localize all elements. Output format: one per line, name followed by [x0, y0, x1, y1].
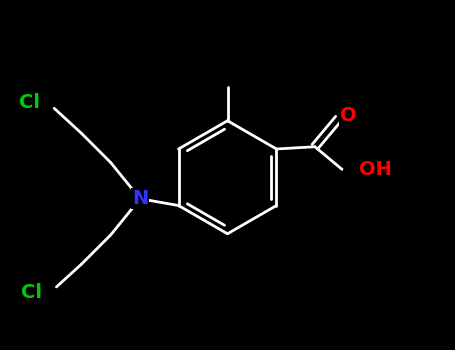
Text: Cl: Cl — [19, 93, 40, 112]
Text: Cl: Cl — [21, 283, 42, 302]
Text: OH: OH — [359, 160, 392, 179]
Text: O: O — [340, 106, 357, 125]
Text: N: N — [132, 189, 148, 208]
